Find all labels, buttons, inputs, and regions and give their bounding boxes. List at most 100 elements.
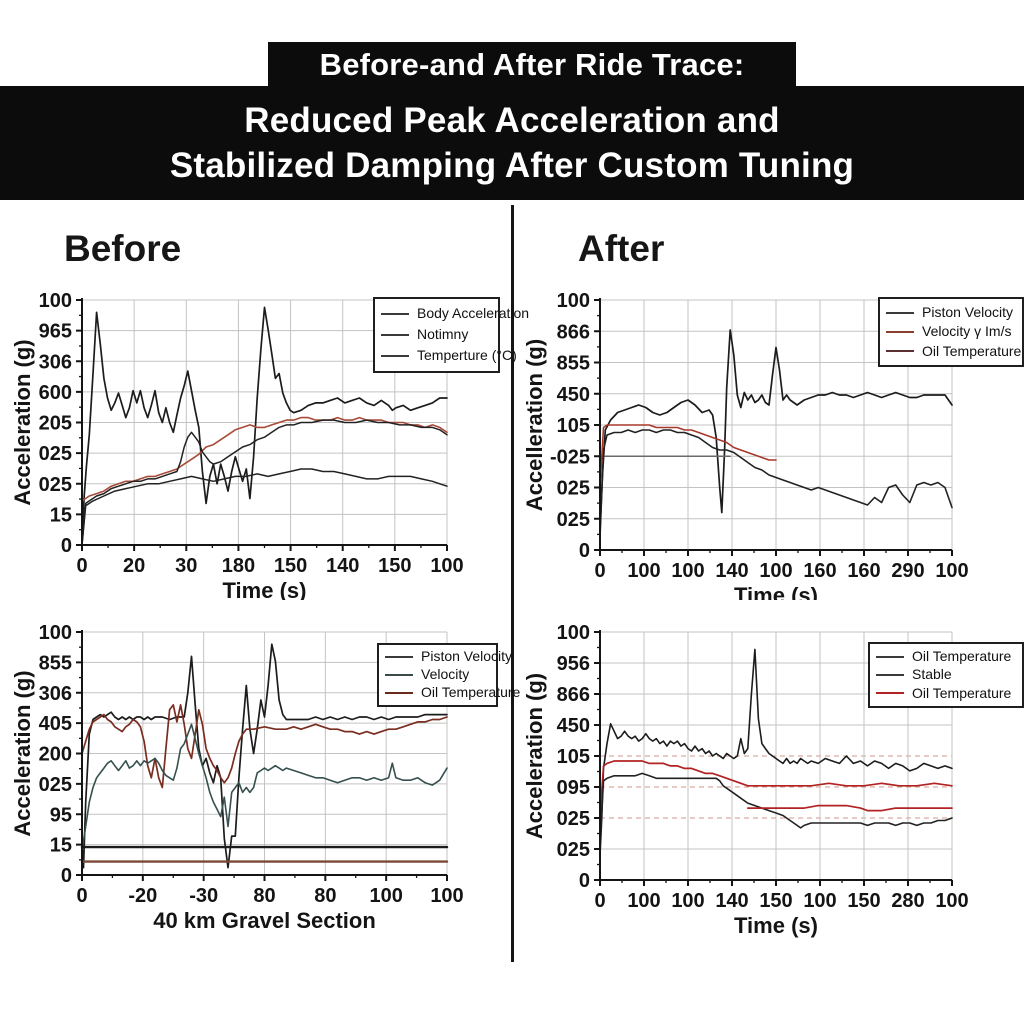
x-tick-label: 100	[671, 890, 704, 912]
chart-before-acceleration: 100 965 306 600 205 025 025 15 0 0 20 30 180 150 140 15…	[0, 205, 529, 600]
x-tick-label: 150	[847, 890, 880, 912]
x-tick-label: 160	[803, 560, 836, 582]
y-tick-label: 855	[39, 652, 72, 674]
legend-label: Stable	[912, 666, 952, 683]
y-tick-label: 405	[39, 713, 72, 735]
x-tick-label: 150	[759, 890, 792, 912]
y-tick-label: 100	[557, 290, 590, 312]
y-tick-label: 306	[39, 683, 72, 705]
y-tick-label: 025	[557, 839, 590, 861]
x-axis-label: 40 km Gravel Section	[153, 908, 376, 933]
legend-line-swatch	[385, 674, 413, 676]
chart-before-gravel-section: 100 855 306 405 200 025 95 15 0 0 -20 -30 80 80 100 100…	[0, 600, 520, 1024]
legend-item: Oil Temperature	[876, 648, 1016, 666]
legend-item: Velocity γ Im/s	[886, 323, 1016, 341]
y-tick-label: 100	[39, 290, 72, 312]
chart-after-stable: 100 956 866 450 105 095 025 025 0 0 100 100 140 150 10…	[512, 600, 1024, 1024]
y-tick-label: 15	[50, 504, 72, 526]
x-tick-label: 180	[222, 555, 255, 577]
legend-item: Velocity	[385, 666, 490, 684]
chart-svg-after-top: 100 866 855 450 105 -025 025 025 00 100 100 140 100 1…	[522, 290, 969, 600]
y-tick-label: 450	[557, 715, 590, 737]
legend-label: Velocity γ Im/s	[922, 323, 1012, 340]
y-tick-label: 965	[39, 321, 72, 343]
legend-item: Oil Temperature	[876, 685, 1016, 703]
chart-after-acceleration: 100 866 855 450 105 -025 025 025 0 0 100 100 140 100 1…	[512, 205, 1024, 600]
x-tick-label: 100	[935, 560, 968, 582]
title-line-1: Before-and After Ride Trace:	[319, 46, 745, 82]
x-tick-label: 0	[76, 885, 87, 907]
series-mid-black	[81, 419, 448, 546]
y-tick-label: -025	[550, 446, 590, 468]
y-axis-label: Acceleration (g)	[10, 670, 35, 836]
legend-label: Oil Temperature	[421, 684, 521, 701]
x-tick-label: 80	[314, 885, 336, 907]
legend-label: Oil Temperature (°C)	[922, 342, 1024, 359]
y-tick-label: 0	[61, 865, 72, 887]
legend-line-swatch	[886, 350, 914, 353]
legend-item: Temperture (°C)	[381, 347, 517, 365]
legend-line-swatch	[876, 692, 904, 695]
y-axis-label: Acceleration (g)	[522, 673, 547, 839]
x-tick-label: 150	[274, 555, 307, 577]
x-tick-label: 150	[378, 555, 411, 577]
y-tick-label: 095	[557, 777, 590, 799]
x-tick-label: 0	[594, 890, 605, 912]
title-banner-main: Reduced Peak Acceleration and Stabilized…	[0, 86, 1024, 200]
legend-line-swatch	[381, 313, 409, 316]
title-line-3: Stabilized Damping After Custom Tuning	[169, 145, 855, 185]
y-tick-label: 100	[557, 622, 590, 644]
y-tick-label: 025	[557, 478, 590, 500]
legend-line-swatch	[385, 691, 413, 694]
legend-line-swatch	[385, 656, 413, 659]
legend-label: Piston Velocity	[922, 303, 1014, 320]
y-tick-label: 0	[579, 870, 590, 892]
y-tick-label: 205	[39, 413, 72, 435]
y-tick-label: 95	[50, 804, 72, 826]
chart-svg-before-bottom: 100 855 306 405 200 025 95 15 00 -20 -30 80 80 100 100…	[10, 622, 464, 933]
x-axis-label: Time (s)	[734, 913, 818, 938]
x-tick-label: 290	[891, 560, 924, 582]
x-tick-label: 100	[803, 890, 836, 912]
series-declining-black	[599, 429, 953, 539]
y-tick-label: 025	[557, 509, 590, 531]
x-tick-label: 100	[627, 890, 660, 912]
after-heading: After	[578, 228, 665, 269]
legend-item: Body Acceleration	[381, 305, 529, 323]
y-tick-label: 025	[557, 808, 590, 830]
y-tick-label: 450	[557, 384, 590, 406]
series-stepping-black	[599, 772, 953, 844]
legend-label: Velocity	[421, 666, 470, 683]
x-tick-label: 280	[891, 890, 924, 912]
column-divider	[511, 205, 514, 962]
series-piston-velocity	[81, 643, 448, 869]
y-tick-label: 956	[557, 653, 590, 675]
y-tick-label: 0	[61, 535, 72, 557]
x-tick-label: -30	[189, 885, 218, 907]
legend-label: Oil Temperature	[912, 684, 1012, 701]
y-tick-label: 105	[557, 746, 590, 768]
before-heading: Before	[64, 228, 182, 269]
legend-item: Piston Velocity	[385, 648, 512, 666]
x-tick-label: 0	[594, 560, 605, 582]
legend-label: Oil Temperature	[912, 647, 1012, 664]
legend-line-swatch	[381, 354, 409, 357]
legend-item: Piston Velocity	[886, 304, 1016, 322]
x-tick-label: 140	[715, 890, 748, 912]
x-tick-label: 100	[430, 555, 463, 577]
legend-after-top: Piston Velocity Velocity γ Im/s Oil Temper…	[878, 297, 1024, 367]
x-tick-label: -20	[128, 885, 157, 907]
x-tick-label: 100	[935, 890, 968, 912]
y-tick-label: 100	[39, 622, 72, 644]
y-tick-label: 025	[39, 474, 72, 496]
legend-item: Stable	[876, 666, 1016, 684]
y-tick-label: 200	[39, 744, 72, 766]
x-axis-label: Time (s)	[223, 578, 307, 600]
series-velocity	[81, 723, 448, 852]
y-axis-label: Accelleration (g)	[522, 339, 547, 511]
y-tick-label: 0	[579, 540, 590, 562]
x-axis-label: Time (s)	[734, 583, 818, 600]
y-tick-label: 600	[39, 382, 72, 404]
y-tick-label: 025	[39, 443, 72, 465]
